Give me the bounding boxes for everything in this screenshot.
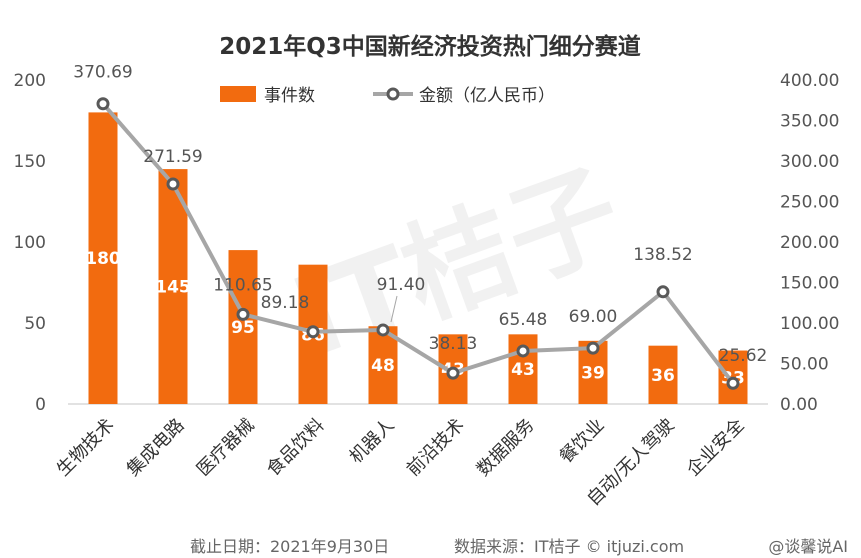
line-value-label: 38.13 xyxy=(429,334,478,354)
legend-bar-swatch xyxy=(220,86,256,102)
line-point xyxy=(236,307,250,321)
y-right-tick-label: 250.00 xyxy=(780,193,839,213)
line-value-label: 271.59 xyxy=(143,147,202,167)
y-right-tick-label: 150.00 xyxy=(780,274,839,294)
bar-value-label: 180 xyxy=(85,249,121,269)
y-right-tick-label: 0.00 xyxy=(780,395,818,415)
bar xyxy=(228,250,258,404)
line-value-label: 69.00 xyxy=(569,307,618,327)
series-line xyxy=(101,102,735,385)
footer-source: 数据来源：IT桔子 © itjuzi.com xyxy=(454,537,684,556)
legend-line-label: 金额（亿人民币） xyxy=(419,86,555,106)
legend-bar-label: 事件数 xyxy=(264,86,315,106)
category-label: 生物技术 xyxy=(53,415,119,481)
chart-title: 2021年Q3中国新经济投资热门细分赛道 xyxy=(219,33,641,60)
category-label: 数据服务 xyxy=(473,415,539,481)
bar-value-label: 48 xyxy=(371,356,395,376)
bar xyxy=(88,112,118,405)
y-left-tick-label: 50 xyxy=(24,314,46,334)
line-value-label: 25.62 xyxy=(719,346,768,366)
y-left-tick-label: 100 xyxy=(14,233,46,253)
y-left-tick-label: 150 xyxy=(14,152,46,172)
line-point xyxy=(96,97,110,111)
category-label: 企业安全 xyxy=(683,415,749,481)
y-right-tick-label: 400.00 xyxy=(780,71,839,91)
footer-cutoff: 截止日期：2021年9月30日 xyxy=(190,537,389,556)
legend: 事件数 金额（亿人民币） xyxy=(220,86,555,106)
y-right-tick-label: 50.00 xyxy=(780,355,829,375)
y-right-tick-label: 100.00 xyxy=(780,314,839,334)
line-value-label: 138.52 xyxy=(633,245,692,265)
bar-value-label: 145 xyxy=(155,278,191,298)
line-point xyxy=(516,344,530,358)
legend-line-marker xyxy=(386,87,400,101)
line-value-label: 91.40 xyxy=(377,275,426,295)
bar-value-label: 39 xyxy=(581,363,605,383)
y-right-tick-label: 350.00 xyxy=(780,112,839,132)
bar-value-label: 95 xyxy=(231,318,255,338)
line-series xyxy=(96,97,740,390)
axes: 0 50 100 150 200 0.00 50.00 100.00 150.00 200.00 2… xyxy=(14,71,840,415)
y-right-tick-label: 200.00 xyxy=(780,233,839,253)
category-label: 食品饮料 xyxy=(263,415,329,481)
line-value-label: 110.65 xyxy=(213,275,272,295)
line-point xyxy=(306,325,320,339)
category-label: 前沿技术 xyxy=(403,415,469,481)
line-value-label: 370.69 xyxy=(73,63,132,83)
line-point xyxy=(656,285,670,299)
line-point xyxy=(446,366,460,380)
y-left-tick-label: 200 xyxy=(14,71,46,91)
y-right-tick-label: 300.00 xyxy=(780,152,839,172)
y-left-tick-label: 0 xyxy=(35,395,46,415)
bar-value-label: 36 xyxy=(651,366,675,386)
line-value-label: 89.18 xyxy=(261,293,310,313)
category-label: 机器人 xyxy=(346,415,399,468)
line-point xyxy=(586,341,600,355)
line-point xyxy=(726,376,740,390)
bars xyxy=(88,112,748,405)
bar xyxy=(648,345,678,404)
bar-value-label: 43 xyxy=(511,360,535,380)
bar xyxy=(368,326,398,404)
category-label: 医疗器械 xyxy=(193,415,259,481)
line-value-label: 65.48 xyxy=(499,310,548,330)
category-label: 集成电路 xyxy=(123,415,189,481)
bar xyxy=(158,169,188,404)
label-leader-line xyxy=(390,295,398,323)
corner-watermark: @谈馨说AI xyxy=(768,537,848,556)
line-point xyxy=(166,177,180,191)
line-point xyxy=(376,323,390,337)
category-label: 餐饮业 xyxy=(556,415,609,468)
